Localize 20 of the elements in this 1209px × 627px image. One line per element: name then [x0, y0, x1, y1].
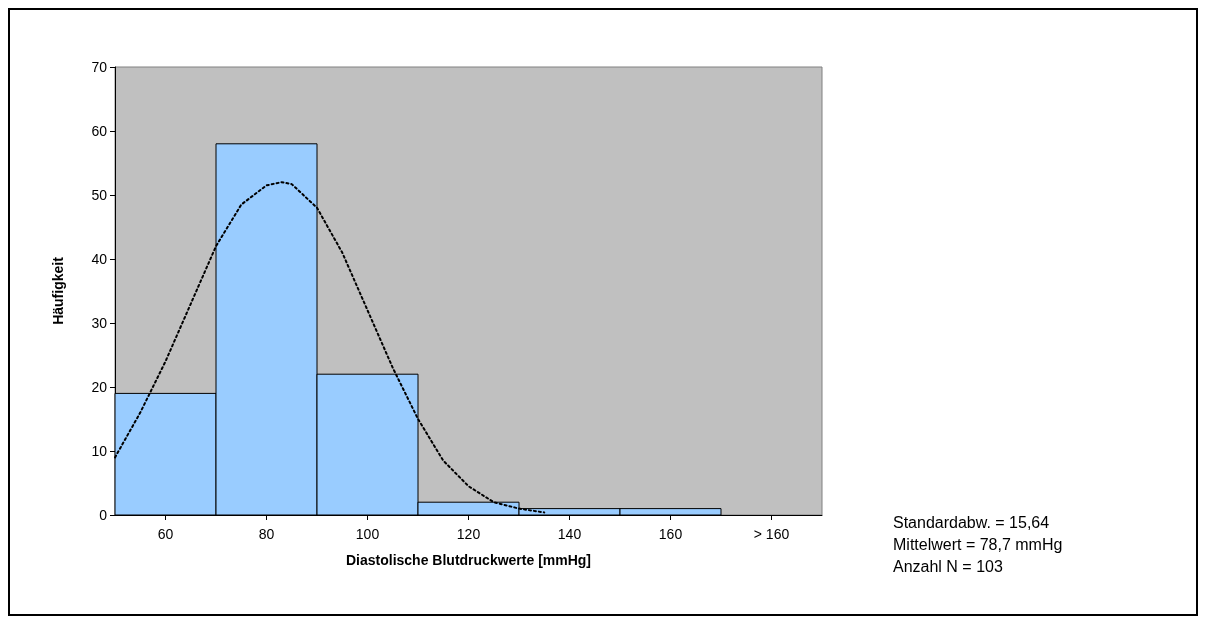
x-tick-label: 80 — [258, 526, 275, 542]
x-tick-label: 100 — [355, 526, 380, 542]
y-tick-label: 50 — [91, 187, 108, 203]
y-tick-label: 60 — [91, 123, 108, 139]
y-tick-label: 30 — [91, 315, 108, 331]
text: Mittelwert = 78,7 mmHg — [893, 535, 1063, 553]
y-tick-label: 20 — [91, 379, 108, 395]
text: Anzahl N = 103 — [893, 557, 1003, 575]
y-tick-label: 10 — [91, 443, 108, 459]
x-tick-label: 120 — [456, 526, 481, 542]
y-tick-label: 70 — [91, 59, 108, 75]
x-tick-label: 160 — [658, 526, 683, 542]
x-axis-title: Diastolische Blutdruckwerte [mmHg] — [345, 552, 592, 568]
y-tick-label: 0 — [99, 507, 108, 523]
text: Standardabw. = 15,64 — [893, 513, 1050, 531]
x-tick-label: 140 — [557, 526, 582, 542]
x-tick-label: > 160 — [753, 526, 790, 542]
y-tick-label: 40 — [91, 251, 108, 267]
x-tick-label: 60 — [157, 526, 174, 542]
y-axis-title: Häufigkeit — [50, 256, 66, 325]
